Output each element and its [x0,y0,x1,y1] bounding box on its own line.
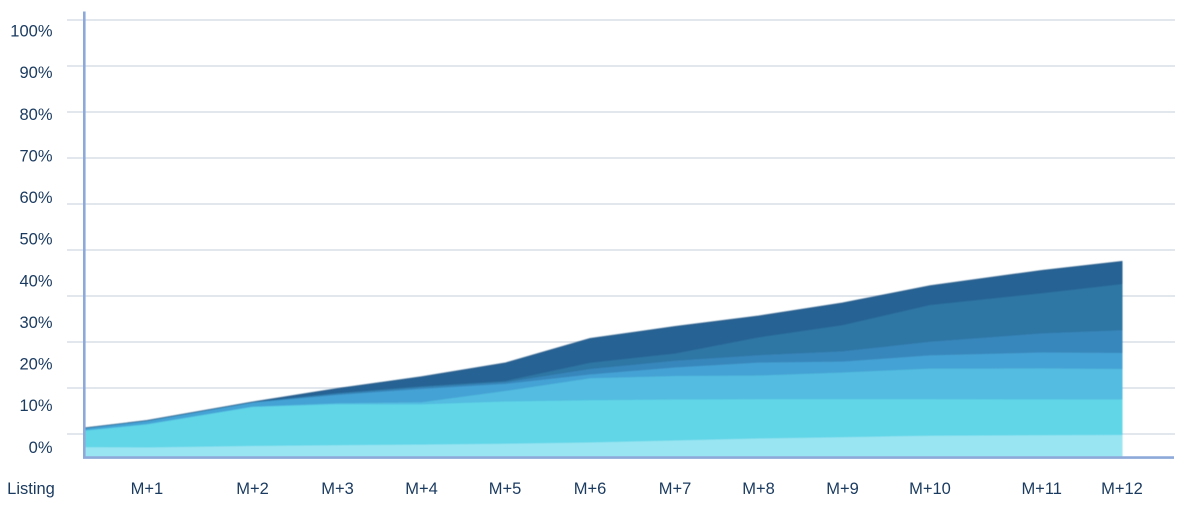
svg-text:M+6: M+6 [574,480,607,498]
svg-text:M+4: M+4 [405,480,438,498]
svg-text:80%: 80% [19,106,52,124]
svg-text:M+10: M+10 [909,480,951,498]
svg-text:M+7: M+7 [659,480,692,498]
svg-text:40%: 40% [19,272,52,290]
svg-text:70%: 70% [19,148,52,166]
svg-text:Listing: Listing [7,480,55,498]
svg-text:30%: 30% [19,314,52,332]
svg-text:M+1: M+1 [131,480,164,498]
svg-text:M+2: M+2 [236,480,269,498]
svg-text:90%: 90% [19,64,52,82]
svg-text:M+12: M+12 [1101,480,1143,498]
svg-text:0%: 0% [29,439,53,457]
svg-text:M+5: M+5 [489,480,522,498]
svg-text:M+11: M+11 [1021,480,1062,498]
svg-text:10%: 10% [19,397,52,415]
svg-text:100%: 100% [10,23,53,41]
svg-text:60%: 60% [19,189,52,207]
svg-text:50%: 50% [19,231,52,249]
svg-text:20%: 20% [19,356,52,374]
svg-text:M+8: M+8 [742,480,775,498]
svg-text:M+3: M+3 [321,480,354,498]
svg-text:M+9: M+9 [826,480,859,498]
